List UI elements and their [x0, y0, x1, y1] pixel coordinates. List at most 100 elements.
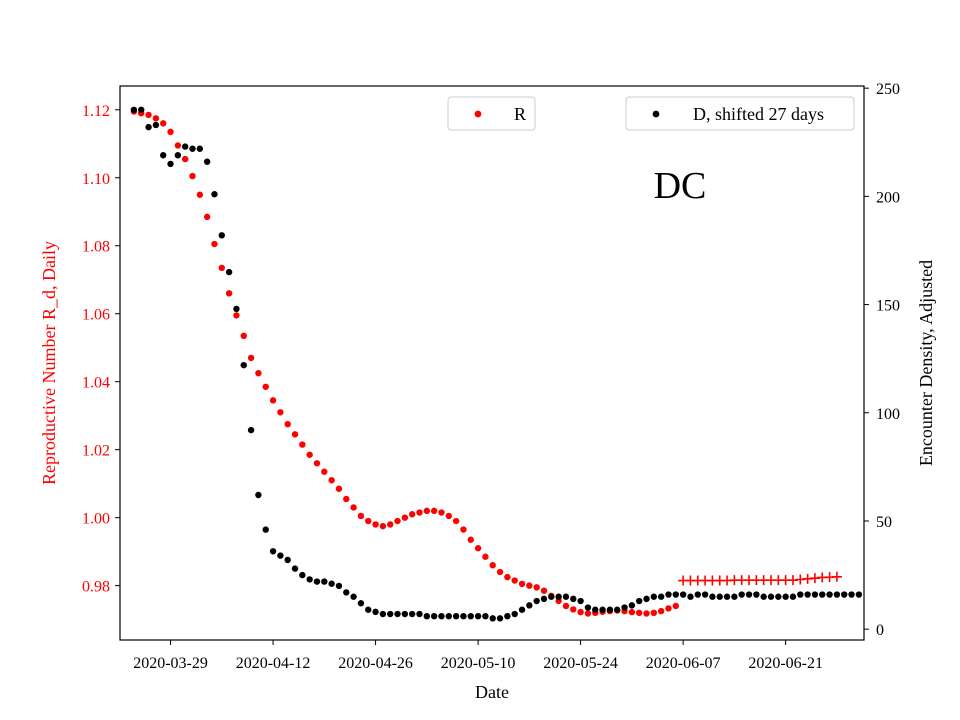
- data-point: [753, 591, 760, 598]
- data-point: [628, 608, 636, 616]
- data-point: [540, 595, 548, 603]
- data-point: [533, 597, 540, 605]
- x-tick-label: 2020-05-10: [441, 655, 516, 672]
- legend-d-label: D, shifted 27 days: [693, 104, 824, 124]
- data-point: [211, 240, 218, 248]
- region-annotation: DC: [654, 165, 707, 207]
- series-d-shifted-27-days: [130, 106, 863, 622]
- data-point: [160, 120, 167, 127]
- data-point: [584, 610, 592, 617]
- data-point: [255, 369, 262, 377]
- y-left-tick-label: 1.10: [82, 171, 110, 188]
- data-point: [160, 152, 167, 159]
- data-point: [299, 571, 306, 579]
- data-point: [365, 606, 372, 613]
- data-point: [657, 593, 665, 600]
- data-point: [306, 576, 313, 583]
- x-tick-label: 2020-05-24: [543, 655, 618, 672]
- y-left-axis-ticks: 0.98 1.00 1.02 1.04 1.06 1.08 1.10 1.12: [82, 103, 120, 596]
- data-point: [606, 606, 614, 613]
- data-point: [423, 507, 431, 515]
- data-point: [430, 507, 438, 515]
- data-point: [174, 152, 182, 159]
- legend-d-marker: [652, 110, 660, 118]
- data-point: [152, 121, 160, 129]
- data-point: [833, 591, 841, 598]
- data-point: [365, 517, 372, 525]
- data-point: [321, 578, 328, 585]
- data-point: [621, 604, 628, 611]
- data-point: [643, 595, 650, 603]
- data-point: [321, 468, 328, 475]
- y-right-axis-label: Encounter Density, Adjusted: [916, 260, 936, 466]
- data-point: [145, 123, 152, 131]
- data-point: [445, 612, 452, 620]
- y-left-tick-label: 1.00: [82, 511, 110, 528]
- data-point: [408, 610, 416, 618]
- data-point: [357, 512, 365, 520]
- data-point: [592, 606, 599, 613]
- data-point: [738, 591, 745, 598]
- data-point: [797, 591, 804, 598]
- data-point: [635, 609, 643, 617]
- data-point: [540, 587, 548, 594]
- data-point: [482, 553, 489, 560]
- data-point: [577, 597, 584, 605]
- data-point: [247, 426, 255, 434]
- data-point: [167, 160, 174, 168]
- data-point: [181, 155, 189, 163]
- data-point: [577, 608, 584, 616]
- data-point: [357, 600, 365, 607]
- data-point: [496, 615, 504, 622]
- data-point: [657, 607, 665, 615]
- data-point: [526, 582, 533, 589]
- data-point: [445, 512, 452, 520]
- data-point: [518, 580, 526, 588]
- data-point: [284, 556, 291, 564]
- data-point: [489, 615, 496, 622]
- data-point: [467, 536, 474, 543]
- x-tick-label: 2020-04-12: [236, 655, 311, 672]
- legend-r-box: [447, 96, 536, 131]
- data-point: [643, 610, 650, 617]
- data-point: [460, 526, 467, 533]
- data-point: [474, 545, 482, 552]
- data-point: [518, 606, 526, 613]
- data-point: [416, 610, 423, 618]
- data-point: [401, 610, 409, 618]
- data-point: [504, 612, 511, 620]
- data-point: [343, 589, 350, 596]
- data-point: [306, 451, 313, 458]
- data-point: [130, 106, 138, 114]
- data-point: [262, 383, 269, 390]
- legend-r-label: R: [514, 104, 526, 124]
- data-point: [694, 591, 701, 598]
- x-tick-label: 2020-06-21: [748, 655, 823, 672]
- x-tick-label: 2020-06-07: [646, 655, 721, 672]
- data-point: [723, 593, 731, 600]
- data-point: [225, 268, 233, 276]
- data-point: [372, 608, 379, 616]
- y-right-tick-label: 0: [876, 622, 884, 639]
- data-point: [408, 511, 416, 518]
- data-point: [826, 591, 833, 598]
- data-point: [760, 593, 767, 600]
- series-layer: [130, 106, 863, 622]
- data-point: [181, 143, 189, 150]
- y-left-tick-label: 1.02: [82, 443, 110, 460]
- data-point: [701, 591, 709, 598]
- data-point: [665, 605, 672, 612]
- data-point: [379, 522, 387, 530]
- data-point: [687, 593, 694, 600]
- data-point: [211, 191, 218, 198]
- data-point: [299, 441, 306, 448]
- data-point: [255, 491, 262, 499]
- data-point: [496, 568, 504, 576]
- data-point: [343, 495, 350, 503]
- data-point: [284, 420, 291, 428]
- data-point: [387, 521, 394, 528]
- data-point: [775, 593, 782, 600]
- y-left-tick-label: 1.08: [82, 239, 110, 256]
- data-point: [203, 213, 211, 221]
- y-right-axis-ticks: 0 50 100 150 200 250: [864, 81, 900, 639]
